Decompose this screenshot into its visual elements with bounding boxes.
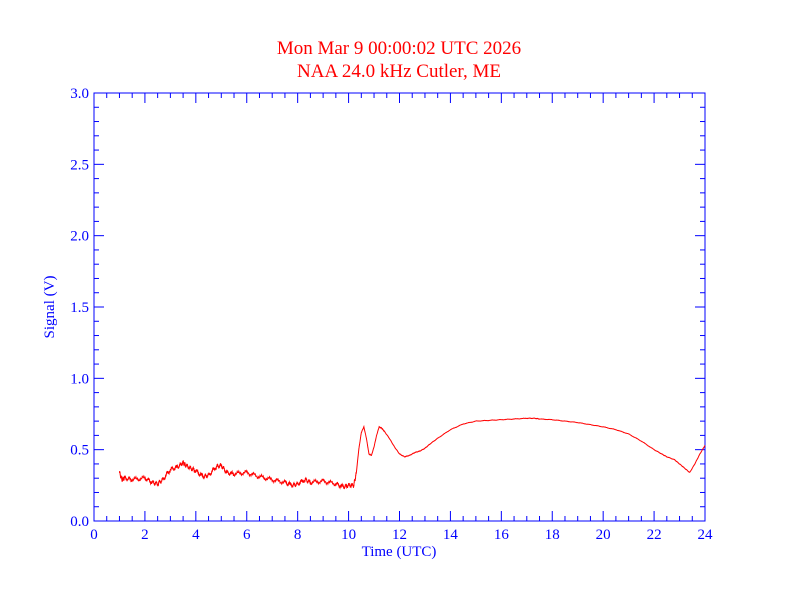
x-tick-label: 12	[392, 527, 407, 543]
y-axis-label: Signal (V)	[42, 276, 58, 339]
signal-line	[118, 417, 706, 490]
series-layer	[118, 417, 706, 490]
y-tick-label: 0.5	[70, 443, 89, 459]
y-tick-label: 2.0	[70, 229, 89, 245]
y-tick-label: 1.0	[70, 371, 89, 387]
x-tick-label: 0	[90, 527, 98, 543]
y-tick-label: 2.5	[70, 157, 89, 173]
chart-title: Mon Mar 9 00:00:02 UTC 2026	[277, 38, 521, 59]
x-tick-label: 8	[294, 527, 302, 543]
x-axis-label: Time (UTC)	[362, 544, 437, 560]
y-tick-label: 1.5	[70, 300, 89, 316]
x-tick-label: 22	[647, 527, 662, 543]
x-tick-label: 20	[596, 527, 611, 543]
chart-subtitle: NAA 24.0 kHz Cutler, ME	[297, 61, 501, 82]
x-tick-label: 2	[141, 527, 149, 543]
x-tick-label: 14	[443, 527, 459, 543]
x-tick-label: 4	[192, 527, 200, 543]
y-tick-label: 3.0	[70, 86, 89, 102]
y-tick-label: 0.0	[70, 514, 89, 530]
y-axis: 0.0 0.5 1.0 1.5 2.0 2.5 3.0	[70, 86, 705, 530]
x-tick-label: 24	[698, 527, 714, 543]
x-tick-label: 16	[494, 527, 510, 543]
plot-frame	[93, 92, 706, 522]
x-tick-label: 18	[545, 527, 560, 543]
x-tick-label: 6	[243, 527, 251, 543]
x-axis: 0 2 4 6 8 10 12 14 16 18 20 22 24	[90, 93, 713, 543]
x-tick-label: 10	[341, 527, 356, 543]
